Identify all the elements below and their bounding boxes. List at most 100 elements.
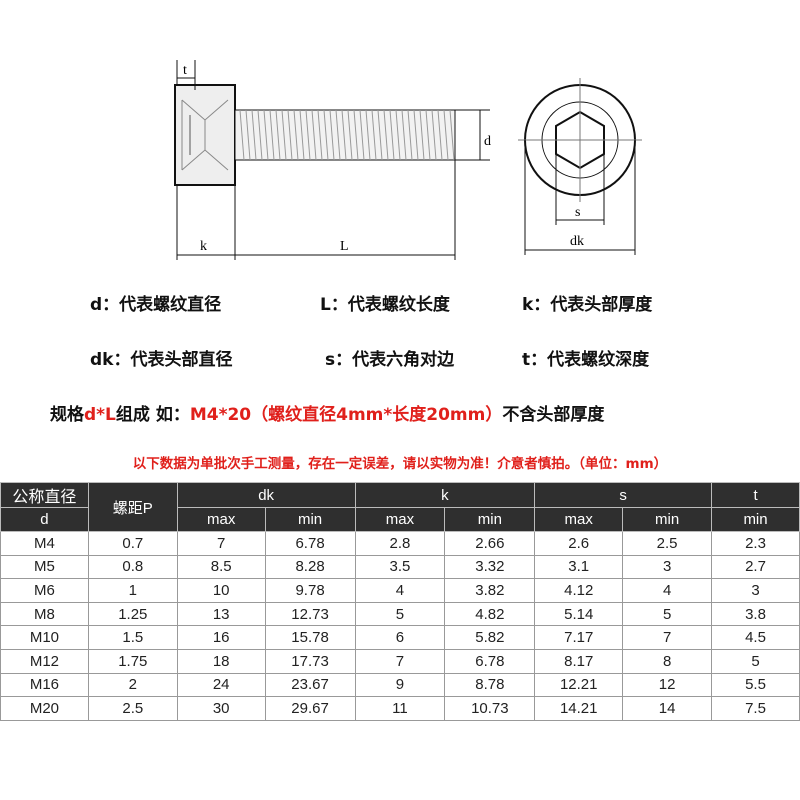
legend-L: L：代表螺纹长度	[320, 295, 450, 315]
table-cell: 1.75	[87, 648, 178, 674]
table-cell: 12.21	[534, 672, 624, 698]
thread-line	[365, 109, 371, 161]
thread-line	[443, 109, 449, 161]
table-cell: 1.5	[87, 625, 178, 650]
table-cell: 4.5	[711, 625, 800, 650]
table-cell: 10.73	[444, 696, 536, 721]
table-cell: M16	[0, 672, 89, 698]
label-d: d	[484, 134, 491, 149]
table-cell: 1.25	[87, 601, 178, 627]
table-cell: M5	[0, 554, 89, 580]
table-cell: 2.7	[711, 554, 800, 580]
legend-d: d：代表螺纹直径	[90, 295, 222, 315]
table-cell: 12.73	[264, 601, 356, 627]
table-cell: 7.17	[534, 625, 624, 650]
table-cell: 3	[622, 554, 713, 580]
header-min: min	[444, 507, 536, 532]
table-cell: 4.82	[444, 601, 536, 627]
table-cell: M12	[0, 648, 89, 674]
table-cell: 6.78	[264, 531, 356, 556]
table-cell: 5	[711, 648, 800, 674]
table-cell: 8.5	[176, 554, 266, 580]
thread-line	[263, 109, 269, 161]
header-s: s	[534, 482, 713, 508]
table-cell: M10	[0, 625, 89, 650]
thread-line	[293, 109, 299, 161]
thread-line	[269, 109, 275, 161]
thread-line	[335, 109, 341, 161]
table-cell: 3	[711, 578, 800, 603]
header-min: min	[622, 507, 713, 532]
table-cell: 7	[176, 531, 266, 556]
header-max: max	[354, 507, 446, 532]
header-d: d	[0, 507, 89, 532]
thread-line	[341, 109, 347, 161]
thread-line	[395, 109, 401, 161]
table-row: M10 1.5 16 15.78 6 5.82 7.17 7 4.5	[0, 625, 800, 650]
label-k: k	[200, 239, 207, 254]
thread-line	[389, 109, 395, 161]
table-cell: 5.5	[711, 672, 800, 698]
table-cell: 7.5	[711, 696, 800, 721]
table-cell: 23.67	[264, 672, 356, 698]
thread-line	[413, 109, 419, 161]
table-cell: 29.67	[264, 696, 356, 721]
thread-line	[251, 109, 257, 161]
header-k: k	[354, 482, 536, 508]
table-cell: 10	[176, 578, 266, 603]
table-cell: M4	[0, 531, 89, 556]
table-cell: 2.5	[622, 531, 713, 556]
label-s: s	[575, 205, 580, 220]
table-cell: 2.66	[444, 531, 536, 556]
table-cell: 24	[176, 672, 266, 698]
spec-line: 规格d*L组成 如：M4*20（螺纹直径4mm*长度20mm）不含头部厚度	[50, 405, 605, 425]
table-cell: 7	[622, 625, 713, 650]
table-cell: 8.78	[444, 672, 536, 698]
table-cell: 3.32	[444, 554, 536, 580]
thread-line	[311, 109, 317, 161]
header-min: min	[711, 507, 800, 532]
table-cell: M8	[0, 601, 89, 627]
table-cell: 30	[176, 696, 266, 721]
table-cell: M20	[0, 696, 89, 721]
table-cell: 3.8	[711, 601, 800, 627]
table-cell: M6	[0, 578, 89, 603]
table-cell: 5	[622, 601, 713, 627]
table-cell: 0.7	[87, 531, 178, 556]
thread-line	[329, 109, 335, 161]
thread-line	[347, 109, 353, 161]
thread-line	[275, 109, 281, 161]
legend-dk: dk：代表头部直径	[90, 350, 233, 370]
header-min: min	[264, 507, 356, 532]
table-cell: 3.82	[444, 578, 536, 603]
label-L: L	[340, 239, 349, 254]
table-cell: 9.78	[264, 578, 356, 603]
table-cell: 5.82	[444, 625, 536, 650]
thread-line	[323, 109, 329, 161]
table-cell: 5	[354, 601, 446, 627]
thread-line	[437, 109, 443, 161]
thread-line	[317, 109, 323, 161]
table-cell: 13	[176, 601, 266, 627]
table-cell: 8.17	[534, 648, 624, 674]
table-row: M12 1.75 18 17.73 7 6.78 8.17 8 5	[0, 648, 800, 674]
thread-line	[419, 109, 425, 161]
screw-drawing: t d k L s dk	[174, 60, 642, 260]
table-cell: 11	[354, 696, 446, 721]
table-cell: 12	[622, 672, 713, 698]
table-cell: 6	[354, 625, 446, 650]
table-row: M16 2 24 23.67 9 8.78 12.21 12 5.5	[0, 672, 800, 698]
thread-line	[431, 109, 437, 161]
table-cell: 2.3	[711, 531, 800, 556]
thread-line	[287, 109, 293, 161]
thread-line	[239, 109, 245, 161]
table-cell: 7	[354, 648, 446, 674]
table-cell: 1	[87, 578, 178, 603]
thread-line	[371, 109, 377, 161]
table-row: M5 0.8 8.5 8.28 3.5 3.32 3.1 3 2.7	[0, 554, 800, 580]
thread-line	[299, 109, 305, 161]
header-nominal: 公称直径	[0, 482, 89, 508]
thread-line	[281, 109, 287, 161]
table-cell: 3.1	[534, 554, 624, 580]
legend-k: k：代表头部厚度	[522, 295, 653, 315]
